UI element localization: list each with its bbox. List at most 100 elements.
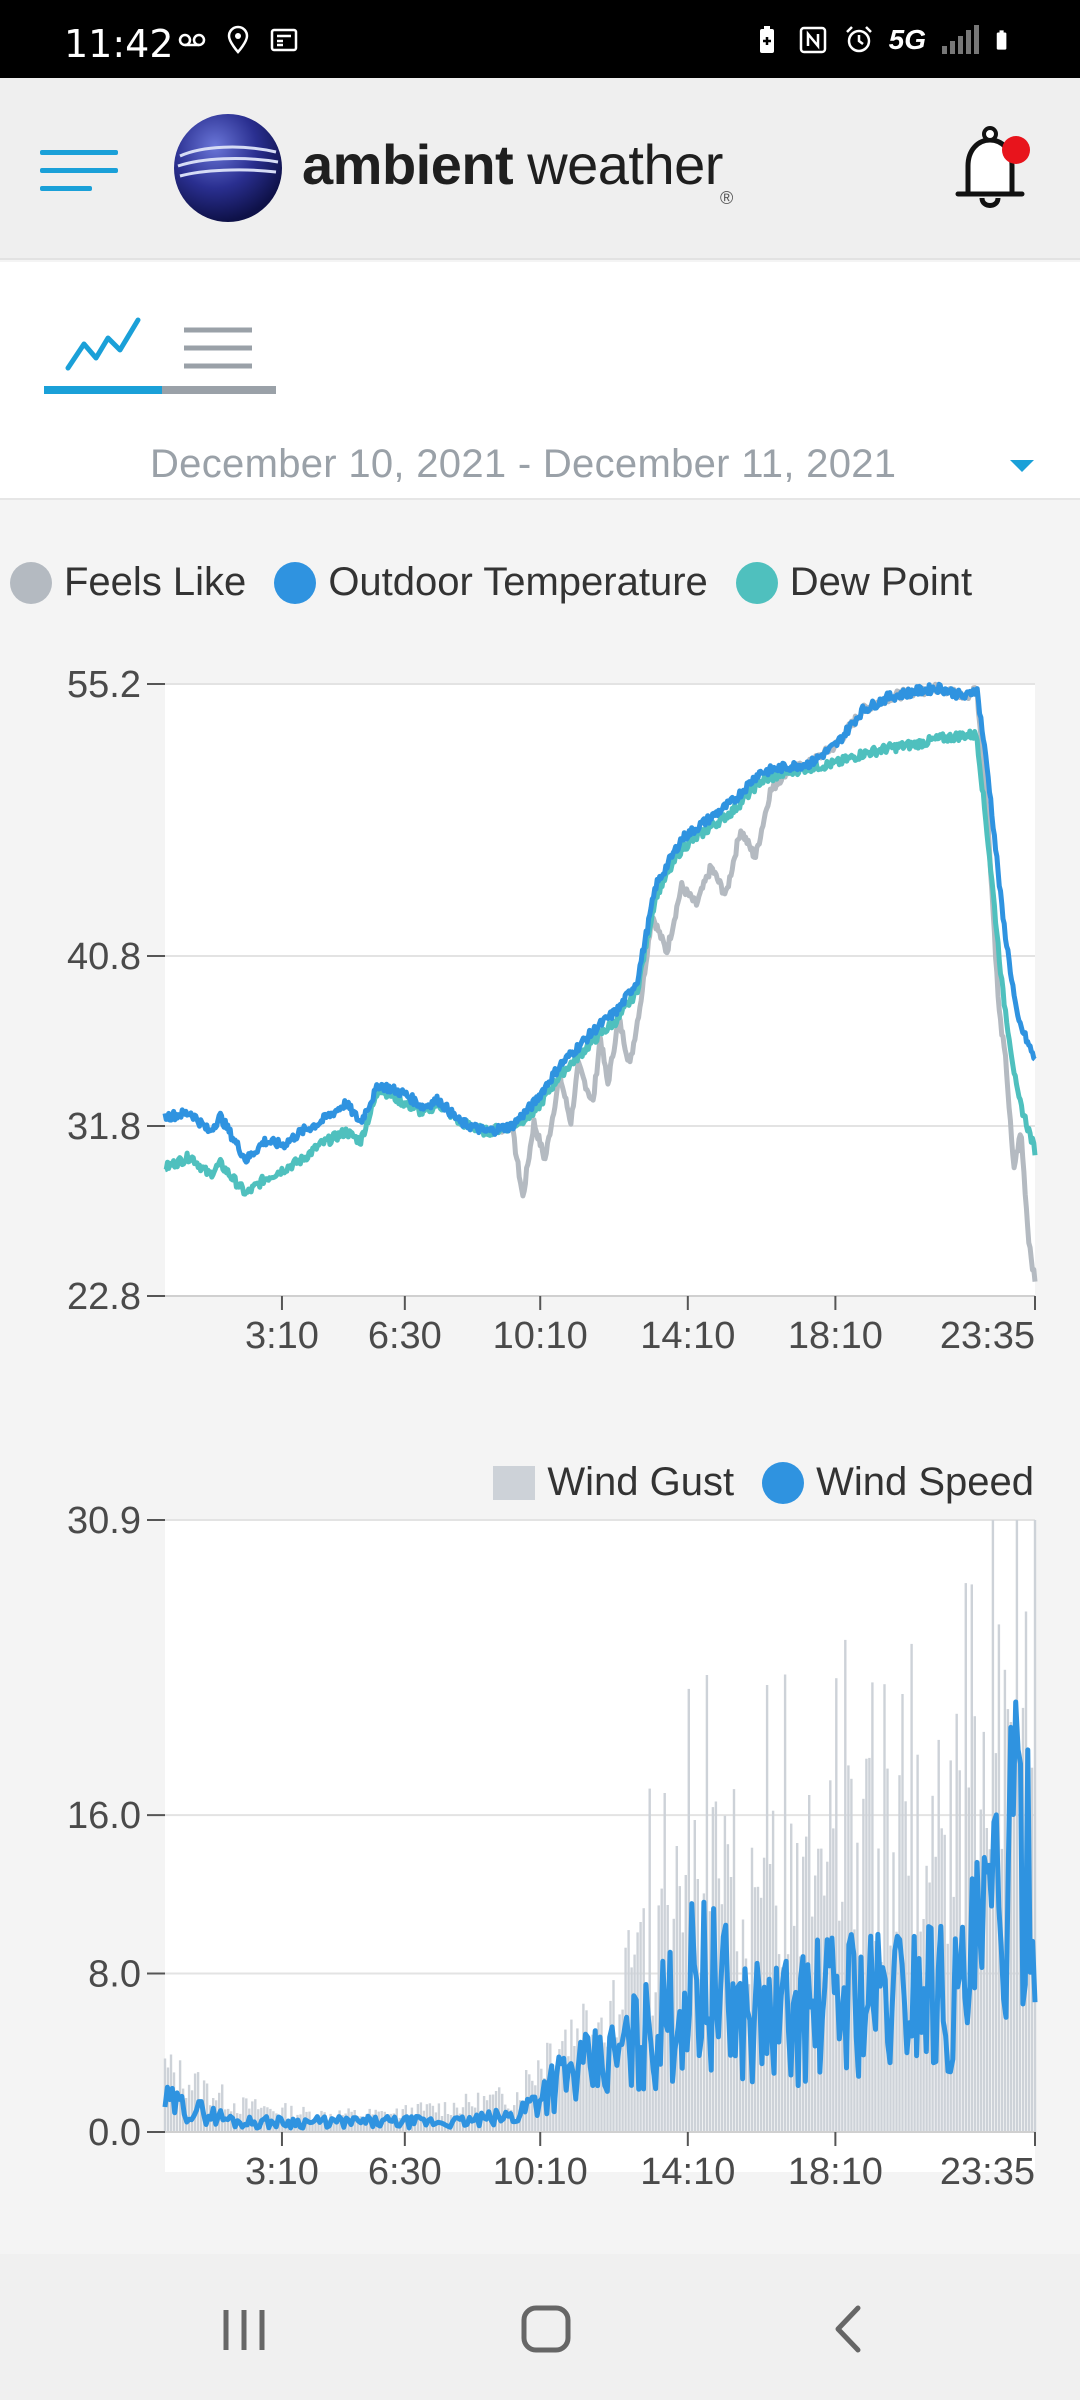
wind-gust-bar [796,1843,799,2132]
wind-gust-bar [949,1760,952,2132]
wind-gust-bar [883,1684,886,2132]
wind-gust-bar [458,2113,462,2132]
recent-apps-button[interactable] [204,2294,284,2364]
wind-gust-bar [826,1861,829,2132]
y-tick-label: 0.0 [88,2112,141,2154]
wind-gust-bar [1018,1813,1022,2132]
notifications-button[interactable] [946,120,1036,216]
wind-gust-bar [446,2114,450,2132]
x-tick-label: 10:10 [493,2151,588,2193]
voicemail-icon [178,33,206,47]
series-dew-point [163,728,1038,1197]
wind-gust-bar [205,2083,209,2132]
wind-gust-bar [507,2108,510,2132]
wind-gust-bar [657,1905,660,2132]
signal-icon [942,25,979,54]
brand-name: ambient weather [302,132,723,197]
wind-gust-bar [835,1678,838,2132]
series-outdoor-temperature [162,681,1037,1165]
location-icon [227,25,249,54]
legend-item-dew-point[interactable]: Dew Point [735,560,972,605]
menu-bar [40,150,118,155]
wind-gust-bar [537,2060,540,2132]
legend-item-wind-speed[interactable]: Wind Speed [762,1460,1034,1505]
wind-gust-bar [199,2101,203,2132]
wind-gust-bar [648,1788,651,2132]
legend-label: Wind Speed [816,1460,1034,1504]
wind-gust-bar [901,1694,904,2132]
x-tick-label: 10:10 [493,1315,588,1357]
brand-bold: ambient [302,133,514,196]
hamburger-menu-button[interactable] [40,144,120,194]
wind-gust-bar [476,2092,480,2132]
brand-light: weather [527,133,723,196]
wind-gust-bar [910,1643,913,2132]
wind-gust-bar [190,2090,194,2132]
temp-legend: Feels Like Outdoor Temperature Dew Point [10,560,972,605]
tab-chart[interactable] [44,302,162,394]
app-header: ambient weather ® [0,78,1080,260]
legend-dot [762,1461,805,1504]
wind-gust-bar [639,1922,642,2132]
legend-item-outdoor-temperature[interactable]: Outdoor Temperature [274,560,708,605]
battery-saver-icon [759,26,774,53]
wind-gust-bar [976,1864,979,2132]
x-tick-label: 6:30 [368,1315,442,1357]
back-button[interactable] [810,2294,890,2364]
wind-gust-bar [886,1768,889,2132]
wind-gust-bar [988,1849,991,2132]
wind-gust-bar [284,2103,287,2132]
wind-gust-bar [567,2056,570,2132]
legend-item-wind-gust[interactable]: Wind Gust [493,1460,734,1505]
wind-gust-bar [895,1931,898,2132]
wind-gust-bar [744,1958,748,2132]
wind-gust-bar [765,1685,769,2132]
wind-gust-bar [690,1917,693,2132]
wind-gust-bar [254,2099,257,2132]
status-time: 11:42 [64,22,174,66]
wind-gust-bar [242,2097,245,2132]
bell-icon [955,126,1030,208]
tab-list[interactable] [162,302,276,394]
legend-item-feels-like[interactable]: Feels Like [10,560,246,605]
wind-gust-bar [335,2119,338,2132]
y-tick-label: 8.0 [88,1954,141,1996]
home-icon [521,2305,571,2353]
alarm-icon [845,26,872,53]
top-panel: December 10, 2021 - December 11, 2021 [0,262,1080,500]
wind-gust-bar [221,2084,224,2132]
legend-swatch [493,1465,536,1500]
wind-gust-bar [732,1789,736,2132]
menu-bar [40,168,118,173]
wind-chart[interactable]: 30.9 16.0 8.0 0.0 3:10 6:30 10:10 14:10 18:10 23:… [0,1480,1080,2200]
wind-gust-bar [311,2121,314,2132]
wind-gust-bar [871,1682,874,2132]
wind-gust-bar [874,1941,877,2132]
wind-gust-bar [585,2010,588,2132]
x-tick-label: 14:10 [640,1315,735,1357]
wind-gust-bar [907,1875,910,2132]
home-button[interactable] [506,2294,586,2364]
wind-gust-bar [187,2084,191,2132]
x-tick-label: 3:10 [245,1315,319,1357]
legend-label: Wind Gust [547,1460,735,1504]
wind-gust-bar [464,2093,468,2132]
wind-gust-bar [865,1758,868,2132]
x-tick-label: 3:10 [245,2151,319,2193]
wind-gust-bar [820,1848,823,2132]
wind-gust-bar [1012,1808,1016,2132]
date-range-selector[interactable]: December 10, 2021 - December 11, 2021 [150,442,897,486]
wind-gust-bar [317,2119,320,2132]
wind-gust-bar [780,1967,784,2132]
wind-gust-bar [771,1810,775,2132]
wind-gust-bar [314,2117,317,2132]
chevron-down-icon[interactable] [1010,460,1034,472]
wind-gust-bar [501,2093,504,2132]
temperature-chart[interactable]: 55.2 40.8 31.8 22.8 3:10 6:30 10:10 14:10 18:10 2… [0,640,1080,1360]
x-tick-label: 23:35 [940,1315,1035,1357]
y-tick-label: 22.8 [67,1276,141,1318]
legend-dot [274,561,317,604]
wind-gust-bar [516,2092,519,2132]
nfc-icon [799,26,826,54]
wind-gust-bar [916,1754,919,2132]
